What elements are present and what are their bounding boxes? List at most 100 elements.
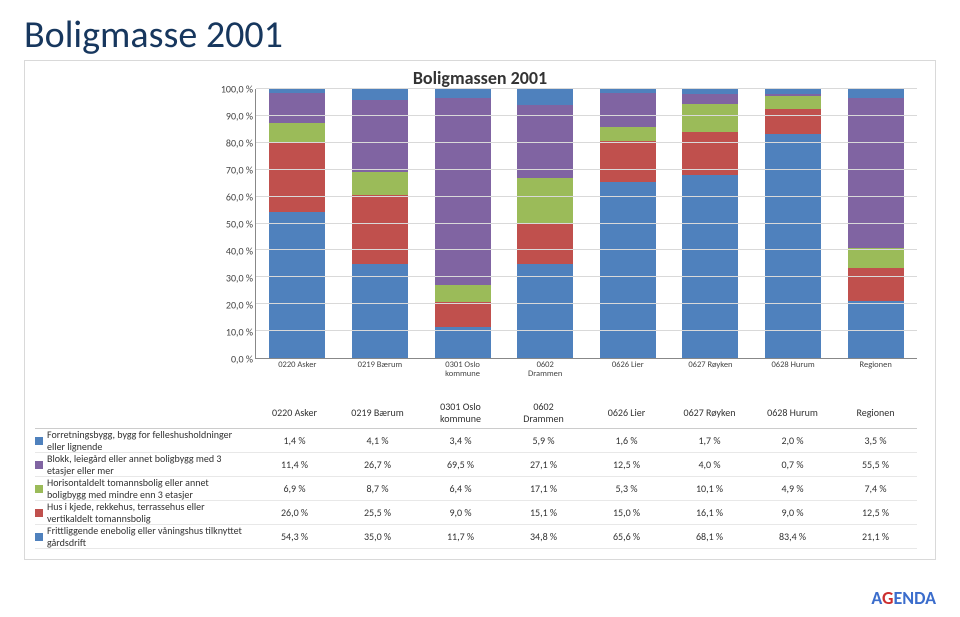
- x-tick-label: 0219 Bærum: [341, 358, 419, 370]
- table-cell: 11,7 %: [419, 530, 502, 543]
- table-col-header: 0301 Oslokommune: [419, 401, 502, 424]
- table-cell: 34,8 %: [502, 530, 585, 543]
- series-label-cell: Horisontaldelt tomannsbolig eller annet …: [35, 477, 253, 500]
- table-row: Blokk, leiegård eller annet boligbygg me…: [35, 453, 917, 477]
- table-cell: 5,9 %: [502, 434, 585, 447]
- bar-segment: [352, 100, 408, 172]
- legend-swatch: [35, 485, 43, 493]
- table-col-header: 0220 Asker: [253, 407, 336, 419]
- bar-column: [848, 89, 904, 358]
- chart-plot-area: 0220 Asker0219 Bærum0301 Oslokommune0602…: [255, 89, 917, 359]
- bar-segment: [848, 98, 904, 247]
- table-cell: 0,7 %: [751, 458, 834, 471]
- y-tick-label: 10,0 %: [226, 326, 253, 339]
- table-cell: 7,4 %: [834, 482, 917, 495]
- logo-letter-a: A: [871, 587, 882, 609]
- bar-column: [517, 89, 573, 358]
- table-cell: 55,5 %: [834, 458, 917, 471]
- table-row: Horisontaldelt tomannsbolig eller annet …: [35, 477, 917, 501]
- table-cell: 15,0 %: [585, 506, 668, 519]
- table-cell: 2,0 %: [751, 434, 834, 447]
- gridline: [256, 276, 917, 277]
- legend-swatch: [35, 509, 43, 517]
- bar-segment: [435, 327, 491, 358]
- table-cell: 25,5 %: [336, 506, 419, 519]
- bar-segment: [600, 127, 656, 141]
- bar-column: [600, 89, 656, 358]
- table-cell: 9,0 %: [751, 506, 834, 519]
- table-cell: 6,9 %: [253, 482, 336, 495]
- bar-columns: [256, 89, 917, 358]
- y-tick-label: 50,0 %: [226, 218, 253, 231]
- table-col-header: Regionen: [834, 407, 917, 419]
- gridline: [256, 115, 917, 116]
- bar-segment: [435, 98, 491, 285]
- bar-segment: [435, 89, 491, 98]
- table-cell: 17,1 %: [502, 482, 585, 495]
- bar-segment: [765, 134, 821, 358]
- x-tick-label: 0627 Røyken: [671, 358, 749, 370]
- series-label-text: Frittliggende enebolig eller våningshus …: [47, 525, 249, 548]
- table-cell: 8,7 %: [336, 482, 419, 495]
- bar-segment: [600, 141, 656, 181]
- table-cell: 1,4 %: [253, 434, 336, 447]
- table-cell: 3,5 %: [834, 434, 917, 447]
- bar-column: [352, 89, 408, 358]
- bar-segment: [352, 172, 408, 195]
- y-tick-label: 20,0 %: [226, 299, 253, 312]
- bar-segment: [352, 89, 408, 100]
- table-cell: 1,7 %: [668, 434, 751, 447]
- agenda-logo: AGENDA: [871, 587, 936, 609]
- bar-segment: [517, 178, 573, 224]
- bar-column: [269, 89, 325, 358]
- bar-segment: [517, 89, 573, 105]
- table-cell: 5,3 %: [585, 482, 668, 495]
- table-cell: 15,1 %: [502, 506, 585, 519]
- gridline: [256, 169, 917, 170]
- legend-data-table: 0220 Asker0219 Bærum0301 Oslokommune0602…: [35, 397, 917, 549]
- series-label-cell: Blokk, leiegård eller annet boligbygg me…: [35, 453, 253, 476]
- y-tick-label: 80,0 %: [226, 137, 253, 150]
- gridline: [256, 249, 917, 250]
- x-tick-label: 0628 Hurum: [754, 358, 832, 370]
- table-cell: 21,1 %: [834, 530, 917, 543]
- bar-column: [435, 89, 491, 358]
- gridline: [256, 303, 917, 304]
- legend-swatch: [35, 533, 43, 541]
- table-col-header: 0628 Hurum: [751, 407, 834, 419]
- table-cell: 83,4 %: [751, 530, 834, 543]
- y-tick-label: 40,0 %: [226, 245, 253, 258]
- bar-column: [765, 89, 821, 358]
- legend-swatch: [35, 461, 43, 469]
- y-tick-label: 90,0 %: [226, 110, 253, 123]
- table-cell: 26,7 %: [336, 458, 419, 471]
- table-cell: 11,4 %: [253, 458, 336, 471]
- bar-segment: [848, 268, 904, 302]
- table-cell: 54,3 %: [253, 530, 336, 543]
- gridline: [256, 142, 917, 143]
- plot: 0220 Asker0219 Bærum0301 Oslokommune0602…: [255, 89, 917, 359]
- table-cell: 16,1 %: [668, 506, 751, 519]
- y-tick-label: 60,0 %: [226, 191, 253, 204]
- table-cell: 12,5 %: [585, 458, 668, 471]
- bar-segment: [352, 195, 408, 264]
- y-tick-label: 70,0 %: [226, 164, 253, 177]
- logo-letter-g: G: [882, 587, 893, 609]
- bar-segment: [269, 212, 325, 358]
- gridline: [256, 330, 917, 331]
- x-tick-label: 0602Drammen: [506, 358, 584, 380]
- bar-segment: [682, 94, 738, 105]
- table-cell: 4,0 %: [668, 458, 751, 471]
- table-cell: 3,4 %: [419, 434, 502, 447]
- bar-segment: [435, 302, 491, 326]
- bar-segment: [435, 285, 491, 302]
- series-label-text: Forretningsbygg, bygg for felleshusholdn…: [47, 429, 249, 452]
- bar-segment: [269, 123, 325, 142]
- bar-segment: [600, 93, 656, 127]
- bar-segment: [765, 96, 821, 109]
- table-cell: 4,9 %: [751, 482, 834, 495]
- slide: Boligmasse 2001 Boligmassen 2001 0,0 %10…: [0, 0, 960, 617]
- bar-segment: [848, 248, 904, 268]
- table-cell: 6,4 %: [419, 482, 502, 495]
- bar-segment: [269, 142, 325, 212]
